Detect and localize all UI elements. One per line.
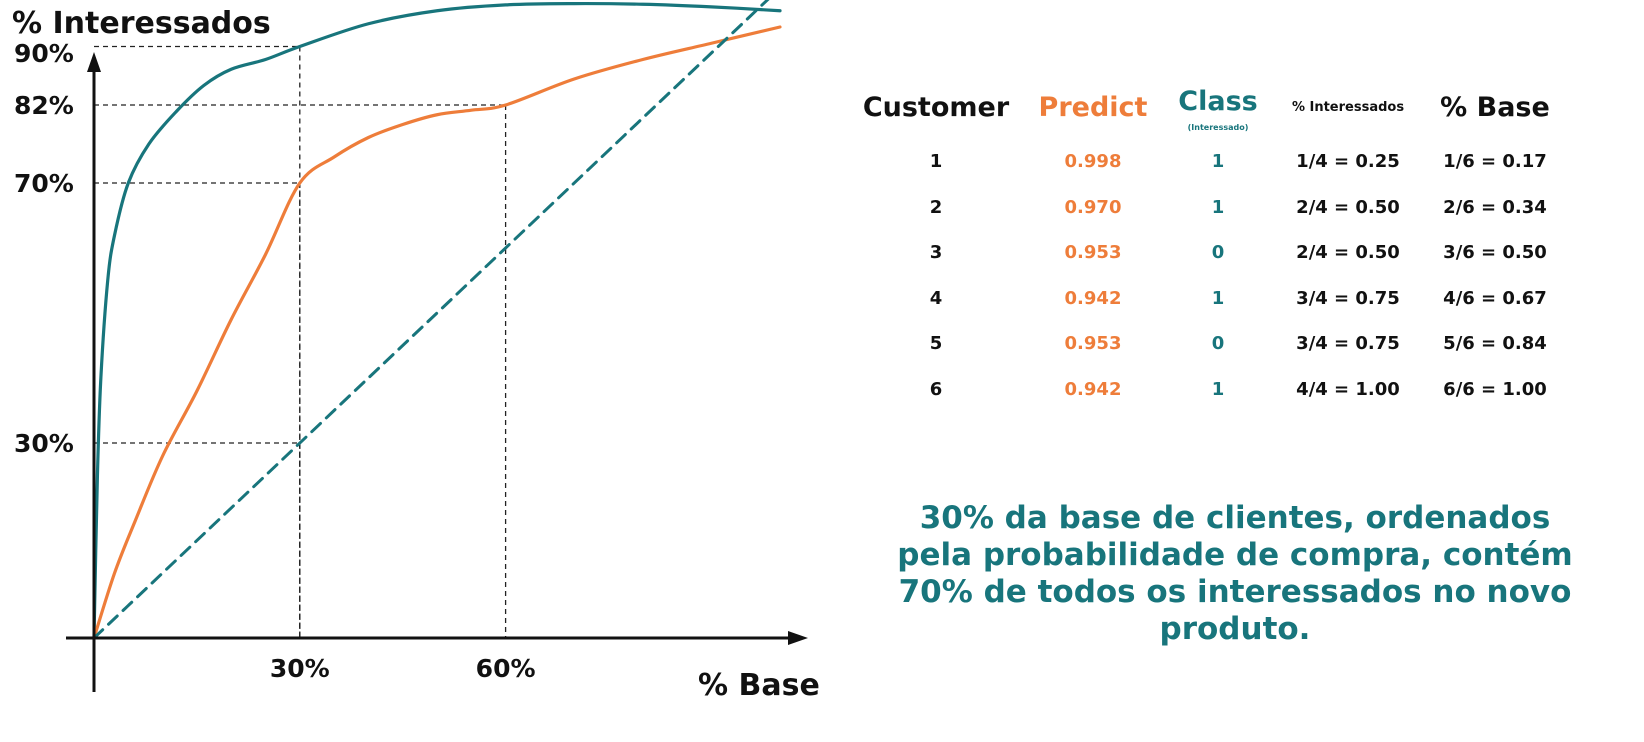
header-class-sub: (Interessado) (1187, 123, 1249, 132)
table-cell-base: 3/6 = 0.50 (1443, 242, 1547, 263)
header-class: Class (Interessado) (1170, 88, 1266, 142)
caption: 30% da base de clientes, ordenados pela … (897, 500, 1573, 647)
series-line-1 (92, 25, 782, 640)
y-tick-label-2: 70% (14, 169, 74, 198)
guide-lines (94, 45, 507, 638)
x-tick-label-1: 60% (476, 654, 536, 683)
axes (66, 52, 808, 692)
table-cell-interessados: 3/4 = 0.75 (1296, 333, 1400, 354)
y-axis-label: % Interessados (12, 6, 271, 41)
table-cell-predict: 0.942 (1064, 378, 1122, 400)
x-tick-label-0: 30% (270, 654, 330, 683)
x-axis-label: % Base (698, 668, 820, 703)
table-cell-interessados: 2/4 = 0.50 (1296, 242, 1400, 263)
x-axis-arrow (788, 631, 808, 645)
table-cell-class: 1 (1211, 196, 1225, 218)
table-cell-customer: 6 (929, 378, 943, 400)
table-cell-predict: 0.942 (1064, 287, 1122, 309)
header-class-label: Class (1178, 86, 1258, 117)
table-cell-class: 1 (1211, 378, 1225, 400)
table-cell-customer: 1 (929, 151, 943, 172)
lift-chart: % Interessados % Base 90% 82% 70% 30% 30% 60% (12, 0, 820, 703)
header-predict: Predict (1038, 92, 1148, 123)
table-cell-interessados: 2/4 = 0.50 (1296, 196, 1400, 218)
table-cell-base: 4/6 = 0.67 (1443, 287, 1547, 309)
table-cell-base: 5/6 = 0.84 (1443, 333, 1547, 354)
table-cell-base: 1/6 = 0.17 (1443, 151, 1547, 172)
table-cell-predict: 0.998 (1064, 151, 1122, 172)
table-cell-customer: 2 (929, 196, 943, 218)
table-cell-customer: 3 (929, 242, 943, 263)
header-base: % Base (1440, 92, 1550, 123)
series-group (92, 0, 782, 640)
table-cell-class: 0 (1211, 333, 1225, 354)
y-tick-label-1: 82% (14, 91, 74, 120)
table-cell-interessados: 4/4 = 1.00 (1296, 378, 1400, 400)
table-cell-predict: 0.953 (1064, 333, 1122, 354)
table-cell-customer: 4 (929, 287, 943, 309)
table-cell-base: 2/6 = 0.34 (1443, 196, 1547, 218)
y-tick-label-0: 90% (14, 39, 74, 68)
y-axis-arrow (87, 52, 101, 72)
series-line-0 (92, 1, 782, 640)
table-cell-predict: 0.953 (1064, 242, 1122, 263)
table-cell-interessados: 3/4 = 0.75 (1296, 287, 1400, 309)
y-tick-label-3: 30% (14, 429, 74, 458)
table-cell-class: 1 (1211, 151, 1225, 172)
header-interessados: % Interessados (1291, 100, 1405, 115)
table-cell-interessados: 1/4 = 0.25 (1296, 151, 1400, 172)
table-cell-class: 1 (1211, 287, 1225, 309)
series-line-2 (92, 0, 770, 640)
table-cell-base: 6/6 = 1.00 (1443, 378, 1547, 400)
tick-labels: 90% 82% 70% 30% 30% 60% (14, 39, 536, 683)
header-customer: Customer (862, 92, 1010, 123)
table-cell-predict: 0.970 (1064, 196, 1122, 218)
table-cell-customer: 5 (929, 333, 943, 354)
table-cell-class: 0 (1211, 242, 1225, 263)
